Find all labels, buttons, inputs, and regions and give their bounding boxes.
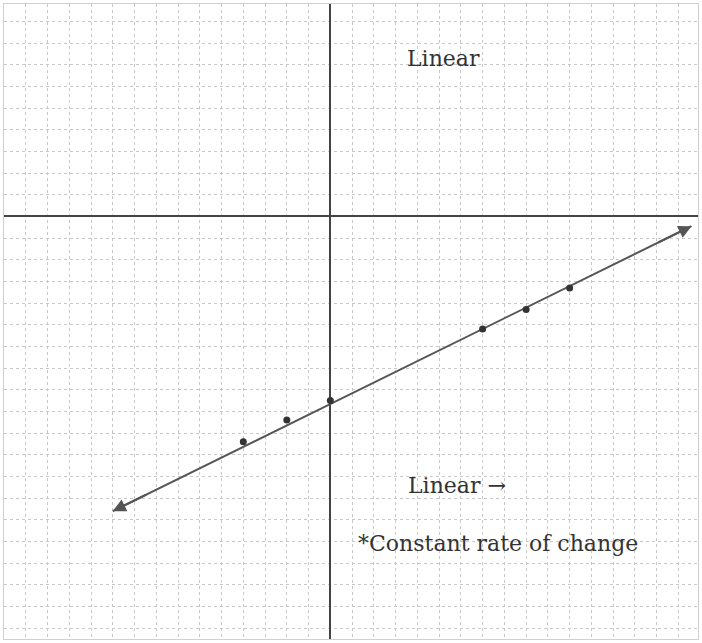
svg-text:*Constant rate of change: *Constant rate of change xyxy=(358,531,638,556)
svg-text:Linear: Linear xyxy=(407,46,480,71)
svg-text:Linear →: Linear → xyxy=(408,473,506,498)
